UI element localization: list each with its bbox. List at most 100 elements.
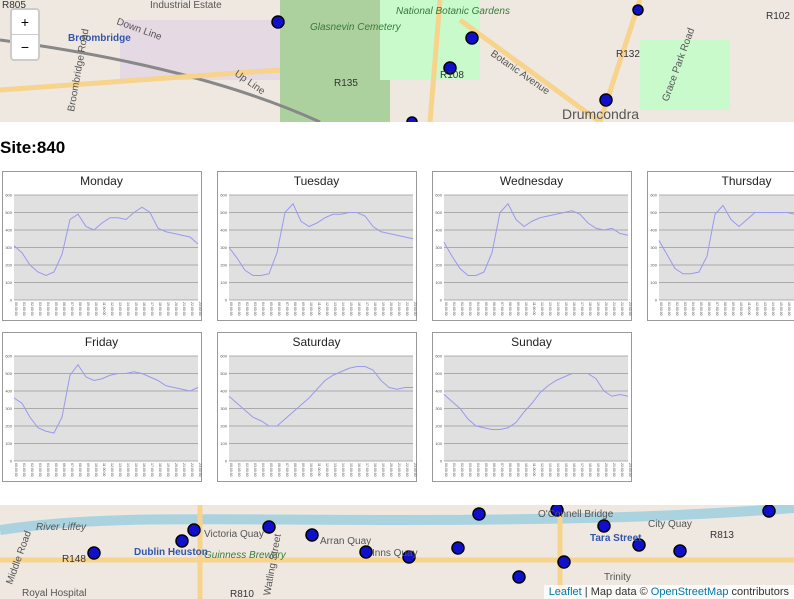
map-label: National Botanic Gardens (396, 6, 510, 17)
y-tick-label: 200 (5, 424, 12, 429)
x-tick-label: 10:00:00 (309, 463, 313, 477)
x-tick-label: 19:00:00 (381, 302, 385, 316)
marker[interactable] (632, 538, 646, 552)
x-tick-label: 22:00:00 (405, 302, 409, 316)
x-tick-label: 22:00:00 (405, 463, 409, 477)
attribution-text: | Map data © (584, 586, 648, 598)
y-tick-label: 300 (650, 245, 657, 250)
popup-title: Site:840 (0, 138, 66, 157)
marker[interactable] (557, 555, 571, 569)
zoom-out[interactable]: − (20, 39, 30, 55)
chart: Sunday 0 100 200 300 400 500 600 00:00:00 01:00:0… (432, 332, 632, 482)
x-tick-label: 08:00:00 (723, 302, 727, 316)
x-tick-label: 08:00:00 (293, 463, 297, 477)
charts: Monday 0 100 200 300 400 500 600 00:00:00 01:00:0… (2, 171, 794, 482)
x-tick-label: 22:00:00 (620, 463, 624, 477)
x-tick-label: 01:00:00 (22, 463, 26, 477)
zoom-control: + − (10, 8, 40, 61)
marker[interactable] (87, 546, 101, 560)
x-tick-label: 15:00:00 (349, 302, 353, 316)
x-tick-label: 09:00:00 (86, 463, 90, 477)
x-tick-label: 18:00:00 (158, 463, 162, 477)
y-tick-label: 0 (225, 298, 228, 303)
x-tick-label: 16:00:00 (572, 302, 576, 316)
river (0, 503, 794, 535)
osm-link[interactable]: OpenStreetMap (650, 586, 729, 598)
x-tick-label: 15:00:00 (134, 463, 138, 477)
marker[interactable] (512, 570, 526, 584)
x-tick-label: 07:00:00 (70, 463, 74, 477)
marker[interactable] (262, 520, 276, 534)
line (228, 366, 413, 427)
x-tick-label: 02:00:00 (30, 463, 34, 477)
marker[interactable] (305, 528, 319, 542)
marker[interactable] (762, 504, 776, 518)
x-tick-label: 16:00:00 (357, 302, 361, 316)
x-tick-label: 07:00:00 (715, 302, 719, 316)
x-tick-label: 06:00:00 (277, 463, 281, 477)
x-tick-label: 01:00:00 (667, 302, 671, 316)
x-tick-label: 06:00:00 (62, 302, 66, 316)
marker[interactable] (271, 15, 285, 29)
y-tick-label: 600 (5, 354, 12, 359)
y-tick-label: 400 (5, 228, 12, 233)
x-tick-label: 09:00:00 (516, 463, 520, 477)
marker[interactable] (632, 4, 644, 16)
x-tick-label: 16:00:00 (142, 302, 146, 316)
line (13, 206, 199, 277)
map-label: Glasnevin Cemetery (310, 22, 402, 33)
zoom-in[interactable]: + (12, 10, 38, 35)
y-tick-label: 0 (225, 459, 228, 464)
y-tick-label: 500 (5, 371, 12, 376)
marker[interactable] (472, 507, 486, 521)
x-tick-label: 00:00:00 (229, 302, 233, 316)
map-label: Guinness Brewery (204, 550, 287, 561)
chart: Thursday 0 100 200 300 400 500 600 00:00:00 01:00… (647, 171, 794, 321)
x-tick-label: 18:00:00 (373, 463, 377, 477)
x-tick-label: 07:00:00 (500, 302, 504, 316)
x-tick-label: 11:00:00 (532, 463, 536, 476)
y-tick-label: 0 (10, 459, 13, 464)
x-tick-label: 07:00:00 (500, 463, 504, 477)
marker[interactable] (597, 519, 611, 533)
x-tick-label: 22:00:00 (620, 302, 624, 316)
marker[interactable] (402, 550, 416, 564)
y-tick-label: 600 (435, 354, 442, 359)
line (228, 202, 414, 276)
marker[interactable] (673, 544, 687, 558)
y-tick-label: 100 (220, 441, 227, 446)
map-label: R148 (62, 554, 86, 565)
y-tick-label: 200 (5, 263, 12, 268)
x-tick-label: 17:00:00 (150, 463, 154, 477)
marker[interactable] (187, 523, 201, 537)
y-tick-label: 400 (220, 389, 227, 394)
x-tick-label: 23:00:00 (413, 463, 417, 477)
x-tick-label: 08:00:00 (508, 463, 512, 477)
marker[interactable] (599, 93, 613, 107)
x-tick-label: 21:00:00 (182, 463, 186, 477)
x-tick-label: 10:00:00 (739, 302, 743, 316)
y-tick-label: 100 (5, 280, 12, 285)
x-tick-label: 11:00:00 (102, 302, 106, 315)
chart: Monday 0 100 200 300 400 500 600 00:00:00 01:00:0… (2, 171, 202, 321)
y-tick-label: 300 (220, 406, 227, 411)
marker[interactable] (359, 545, 373, 559)
marker[interactable] (175, 534, 189, 548)
x-tick-label: 03:00:00 (38, 463, 42, 477)
y-tick-label: 500 (650, 210, 657, 215)
x-tick-label: 03:00:00 (468, 302, 472, 316)
marker[interactable] (465, 31, 479, 45)
x-tick-label: 21:00:00 (612, 302, 616, 316)
x-tick-label: 02:00:00 (30, 302, 34, 316)
leaflet-link[interactable]: Leaflet (548, 586, 582, 598)
chart-title: Wednesday (500, 174, 563, 188)
map-label: Royal Hospital (22, 588, 86, 599)
x-tick-label: 08:00:00 (508, 302, 512, 316)
x-tick-label: 03:00:00 (683, 302, 687, 316)
x-tick-label: 01:00:00 (237, 302, 241, 316)
x-tick-label: 03:00:00 (253, 302, 257, 316)
x-tick-label: 17:00:00 (580, 463, 584, 477)
marker[interactable] (451, 541, 465, 555)
marker[interactable] (443, 61, 457, 75)
y-tick-label: 600 (220, 354, 227, 359)
